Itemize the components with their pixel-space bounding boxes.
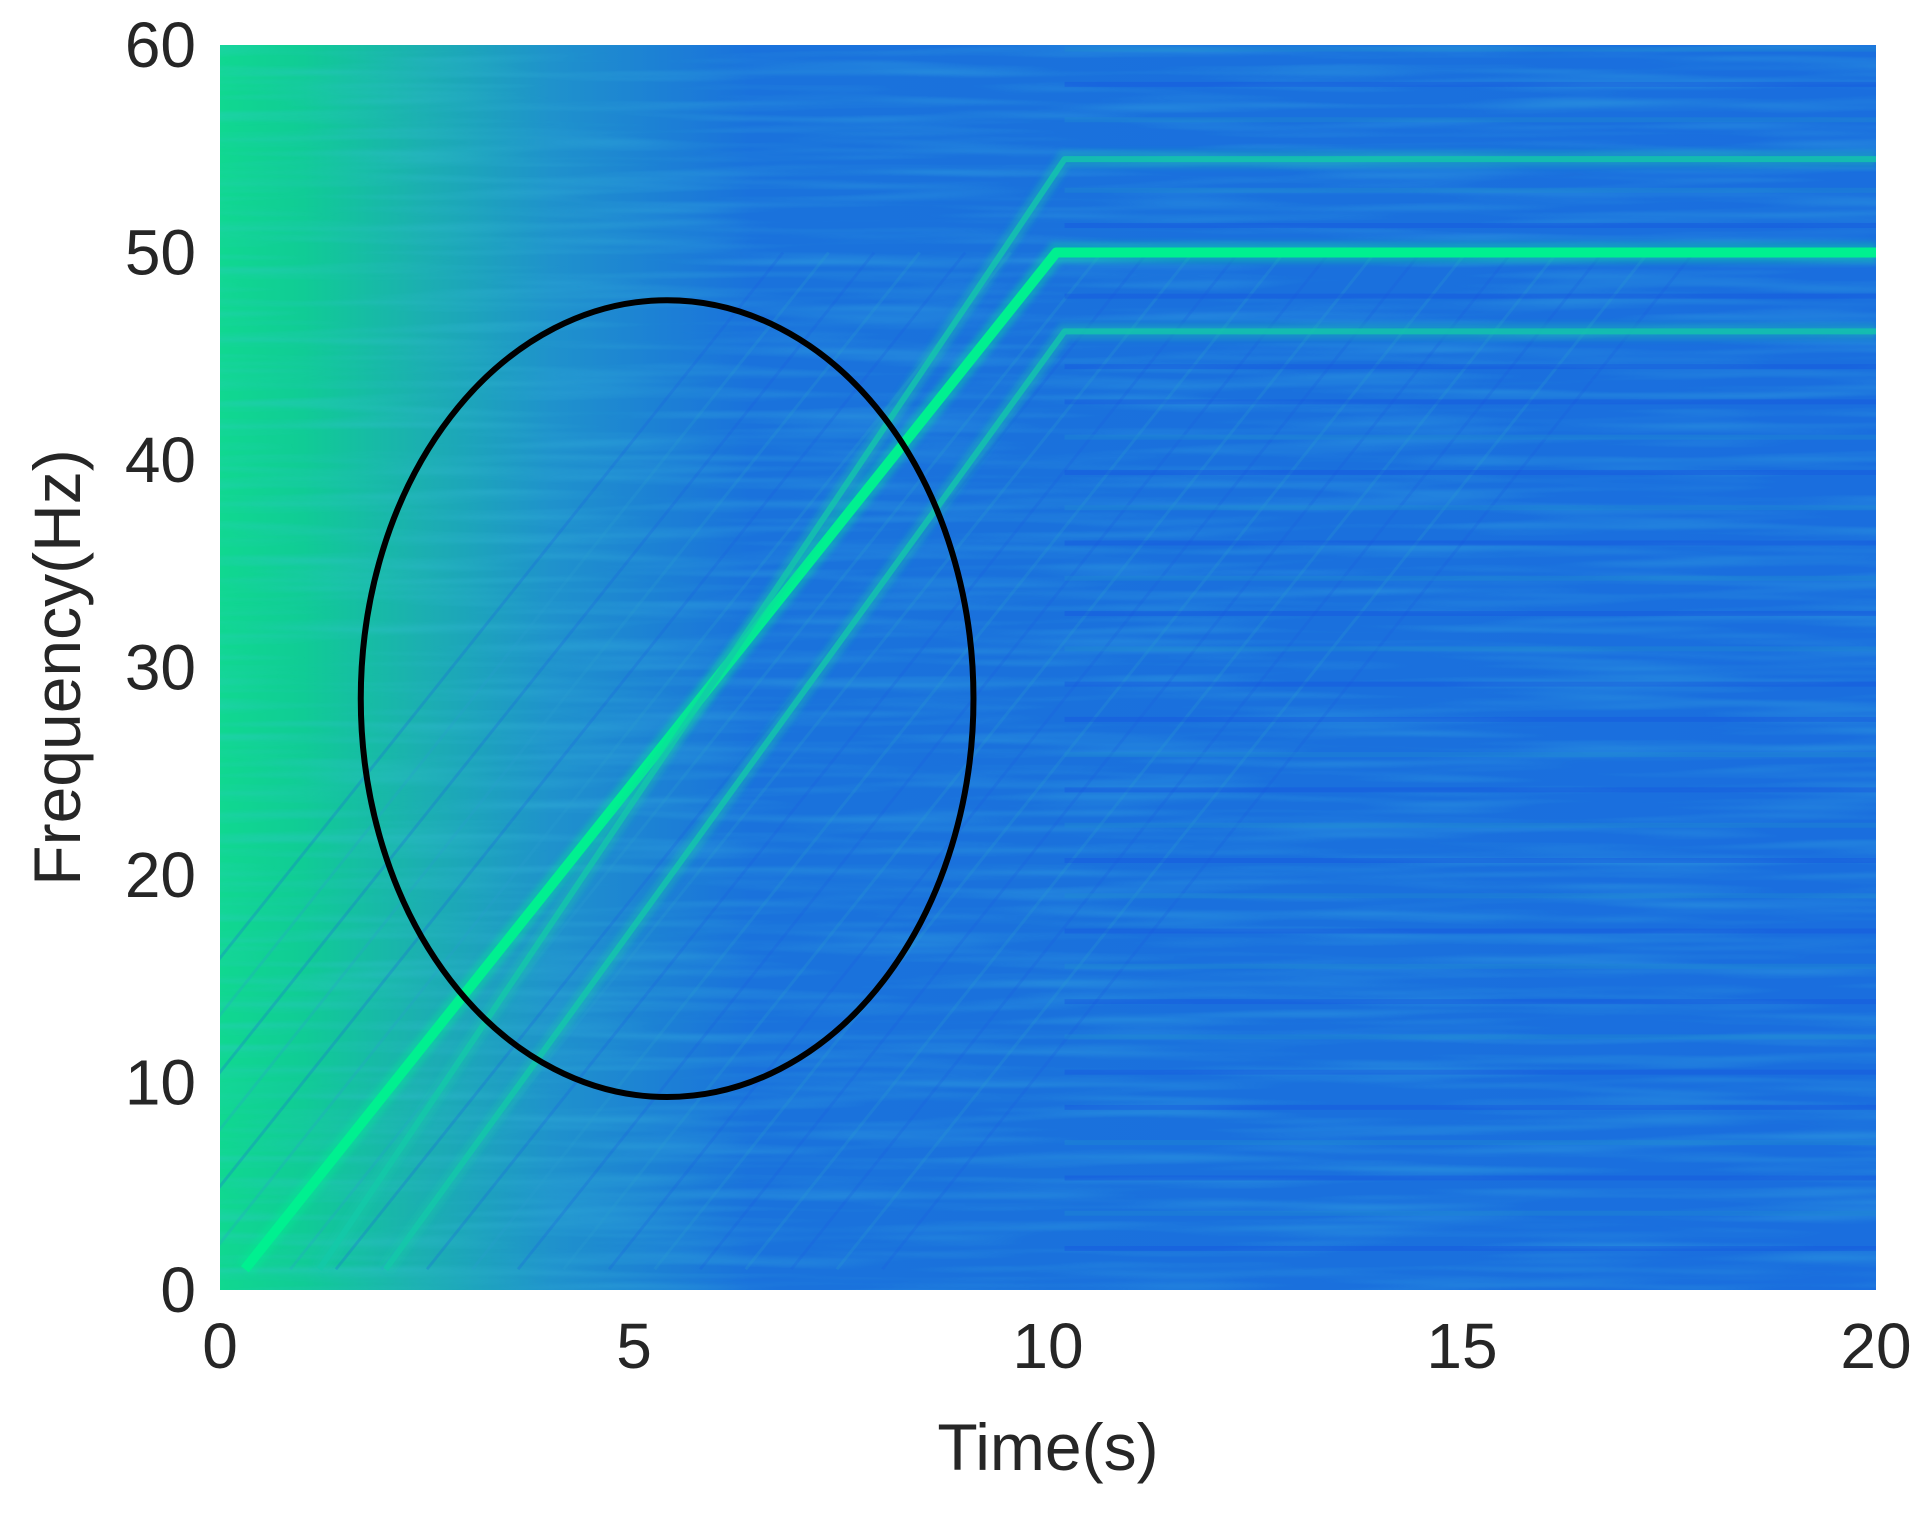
y-tick-label: 10	[125, 1047, 196, 1119]
heatmap-streak	[220, 251, 921, 1132]
annotation-ellipse	[357, 297, 977, 1101]
heatmap-streak	[471, 251, 1286, 1271]
heatmap-streak	[744, 251, 1559, 1271]
heatmap-streak	[699, 251, 1513, 1271]
y-tick-label: 0	[160, 1254, 196, 1326]
heatmap-streak	[220, 251, 876, 1075]
heatmap-streak	[607, 251, 1422, 1271]
ridge-line	[240, 247, 1876, 1273]
heatmap-streak	[881, 251, 1696, 1271]
ridge-line	[383, 328, 1876, 1272]
heatmap-streak	[425, 251, 1240, 1271]
ridge-line	[316, 156, 1876, 1271]
heatmap-streak	[334, 251, 1149, 1271]
heatmap-streak	[516, 251, 1331, 1271]
x-tick-label: 10	[1012, 1310, 1083, 1382]
heatmap-streak	[220, 251, 785, 961]
series-ridge-2	[379, 323, 1876, 1274]
plot-area	[220, 45, 1876, 1290]
x-tick-label: 15	[1426, 1310, 1497, 1382]
heatmap-streak	[220, 251, 967, 1189]
series-ridge-0	[237, 242, 1876, 1276]
series-ridge-1	[312, 151, 1876, 1274]
y-axis-title: Frequency(Hz)	[20, 449, 94, 885]
axes: 0 5 10 15 20 0 10 20 30 40 50 60	[125, 9, 1912, 1382]
heatmap-streak	[220, 251, 1012, 1246]
x-tick-label: 5	[616, 1310, 652, 1382]
heatmap-streak	[790, 251, 1604, 1271]
x-tick-label: 20	[1840, 1310, 1911, 1382]
y-tick-label: 60	[125, 9, 196, 81]
x-tick-label: 0	[202, 1310, 238, 1382]
x-axis-title: Time(s)	[937, 1410, 1158, 1484]
heatmap-streak	[835, 251, 1650, 1271]
y-tick-label: 20	[125, 839, 196, 911]
y-tick-label: 30	[125, 632, 196, 704]
y-tick-label: 40	[125, 424, 196, 496]
y-tick-label: 50	[125, 217, 196, 289]
heatmap-streak	[220, 251, 830, 1018]
heatmap-streak	[653, 251, 1468, 1271]
